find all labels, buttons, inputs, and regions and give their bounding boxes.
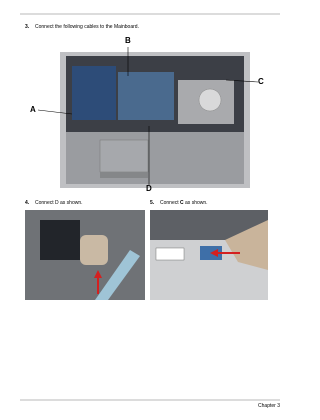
bold-text: C [180,200,184,206]
callout-label: D [146,184,152,193]
step-number: 3. [25,24,30,30]
step-number: 4. [25,200,30,206]
step-text: Connect the following cables to the Main… [35,24,139,30]
mainboard-photo [60,52,250,188]
text: Connect [160,200,179,206]
step4-photo [25,210,145,300]
callout-label: B [125,36,131,45]
step-number: 5. [150,200,155,206]
callout-label: A [30,105,36,114]
step-text: Connect C as shown. [160,200,208,206]
pointer-a [37,109,73,115]
page: 3. Connect the following cables to the M… [20,13,280,409]
step5-photo [150,210,268,300]
callout-label: C [258,77,264,86]
artwork [20,13,280,401]
text: as shown. [185,200,208,206]
step-text: Connect D as shown. [35,200,83,206]
footer-chapter: Chapter 3 [258,403,280,409]
pointer-c [225,79,259,83]
